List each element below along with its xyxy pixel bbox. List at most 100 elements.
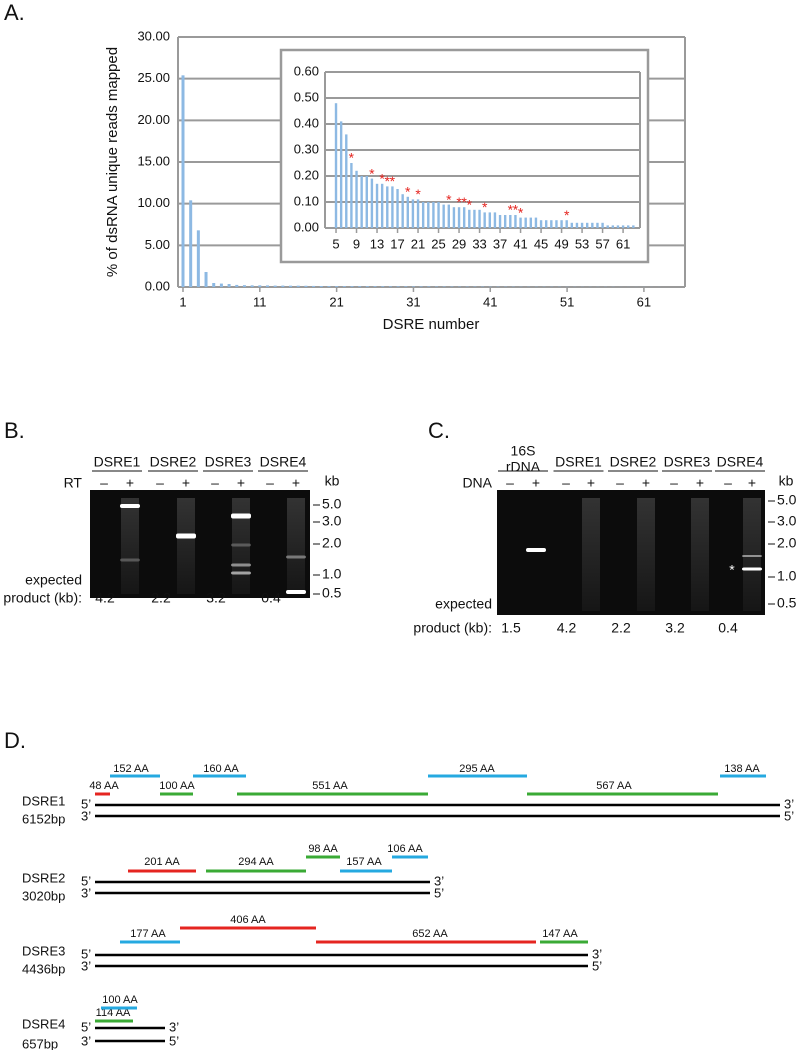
bar [358, 286, 362, 287]
expected-size: 4.2 [557, 620, 577, 636]
bar [462, 207, 466, 228]
strand-end: 3’ [81, 808, 91, 823]
x-tick-label: 13 [370, 236, 384, 251]
bar [427, 202, 430, 228]
bar [181, 75, 185, 287]
lane-smear [287, 498, 305, 594]
bar [565, 220, 568, 228]
bar [473, 209, 476, 228]
orf-map-name: DSRE4 [22, 1016, 65, 1031]
bar [514, 215, 517, 228]
y-tick-label: 20.00 [137, 112, 170, 127]
band-note: * [729, 562, 735, 578]
strand-end: 3’ [169, 1019, 179, 1034]
band [120, 504, 140, 508]
bar [196, 230, 200, 287]
strand-end: 5’ [81, 1019, 91, 1034]
bar [404, 286, 408, 287]
bar [483, 212, 486, 228]
bar [242, 285, 246, 287]
group-label: 16S [511, 443, 536, 459]
asterisk: * [390, 173, 396, 189]
lane-smear [582, 498, 600, 611]
plus-label: + [696, 475, 704, 491]
bar [488, 212, 492, 228]
band [120, 558, 140, 562]
orf-label: 48 AA [89, 780, 119, 792]
orf-map-name: DSRE2 [22, 870, 65, 885]
lane-label: DNA [462, 475, 492, 491]
x-tick-label: 25 [431, 236, 445, 251]
bar [621, 225, 625, 228]
group-label: DSRE1 [555, 454, 602, 470]
bar [550, 220, 553, 228]
bar [227, 284, 231, 287]
band [742, 567, 762, 571]
asterisk: * [456, 194, 462, 210]
marker-label: 0.5 [322, 585, 342, 601]
bar [335, 286, 339, 287]
bar [342, 286, 346, 287]
asterisk: * [385, 173, 391, 189]
asterisk: * [513, 202, 519, 218]
bar [396, 189, 399, 228]
y-tick-label: 0.00 [294, 219, 319, 234]
bar [606, 225, 609, 228]
strand-end: 3’ [81, 958, 91, 973]
x-tick-label: 57 [595, 236, 609, 251]
bar [360, 176, 363, 228]
bar [419, 286, 423, 287]
asterisk: * [564, 207, 570, 223]
orf-map-name: DSRE3 [22, 943, 65, 958]
plus-label: + [126, 475, 134, 491]
minus-label: – [670, 475, 678, 491]
orf-label: 567 AA [596, 780, 632, 792]
y-tick-label: 0.40 [294, 115, 319, 130]
band [286, 555, 306, 559]
asterisk: * [446, 191, 452, 207]
group-label: DSRE4 [717, 454, 764, 470]
bar [388, 286, 392, 287]
bar [519, 217, 522, 228]
band [742, 555, 762, 557]
x-tick-label: 51 [560, 294, 574, 309]
bar [524, 217, 527, 228]
y-tick-label: 0.10 [294, 193, 319, 208]
plus-label: + [182, 475, 190, 491]
bar [345, 134, 348, 228]
orf-label: 201 AA [144, 856, 180, 868]
bar [575, 222, 579, 228]
bar [447, 204, 450, 228]
x-tick-label: 9 [353, 236, 360, 251]
bar [373, 286, 377, 287]
x-axis-label: DSRE number [383, 316, 480, 333]
bar [355, 170, 358, 228]
strand-end: 5’ [592, 958, 602, 973]
band [526, 548, 546, 552]
x-tick-label: 41 [513, 236, 527, 251]
bar [406, 196, 409, 228]
y-tick-label: 15.00 [137, 153, 170, 168]
marker-label: 5.0 [777, 492, 797, 508]
bar [596, 222, 599, 228]
unit-label: kb [325, 473, 340, 489]
lane-smear [121, 498, 139, 594]
bar [437, 202, 440, 228]
x-tick-label: 21 [411, 236, 425, 251]
bar [375, 183, 379, 228]
minus-label: – [211, 475, 219, 491]
x-tick-label: 17 [390, 236, 404, 251]
bar [204, 272, 208, 287]
bar [601, 222, 604, 228]
marker-label: 2.0 [777, 535, 797, 551]
bar [189, 200, 193, 287]
bar [611, 225, 615, 228]
strand-end: 5’ [81, 946, 91, 961]
bar [258, 285, 262, 287]
group-label: rDNA [506, 459, 541, 475]
asterisk: * [467, 197, 473, 213]
group-label: DSRE3 [664, 454, 711, 470]
asterisk: * [518, 204, 524, 220]
expected-label: expected [25, 572, 82, 588]
